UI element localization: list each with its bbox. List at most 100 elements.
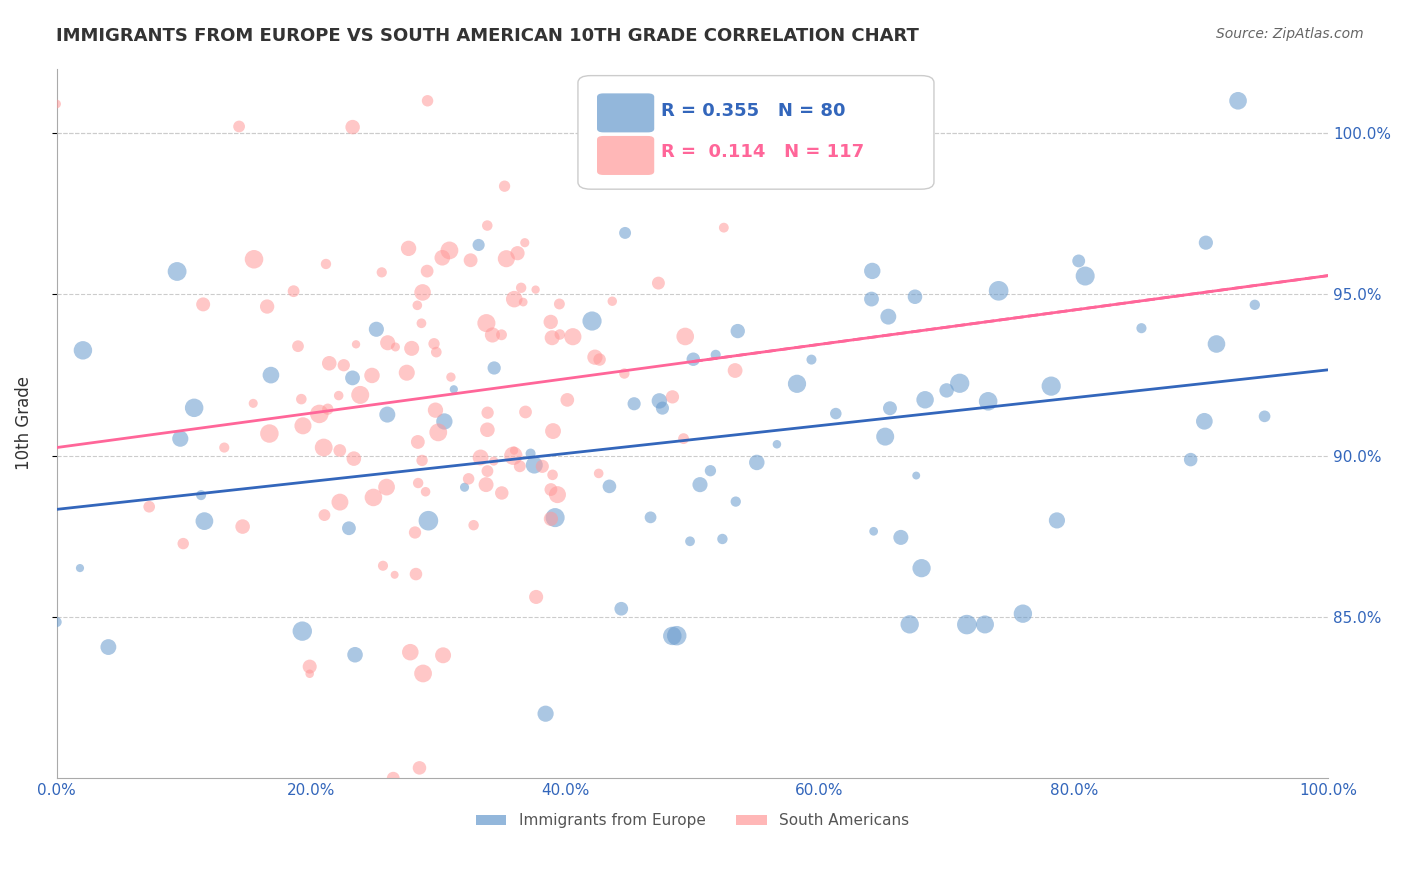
Immigrants from Europe [914, 392, 936, 407]
South Americans [243, 252, 266, 267]
Text: R = 0.355   N = 80: R = 0.355 N = 80 [661, 102, 845, 120]
Immigrants from Europe [877, 310, 900, 324]
South Americans [399, 645, 422, 659]
South Americans [312, 441, 335, 455]
South Americans [540, 315, 562, 329]
Immigrants from Europe [711, 532, 734, 546]
Immigrants from Europe [523, 458, 546, 472]
South Americans [405, 567, 427, 582]
South Americans [548, 297, 571, 311]
South Americans [283, 284, 305, 298]
South Americans [541, 467, 564, 482]
South Americans [432, 648, 454, 663]
South Americans [647, 276, 669, 290]
South Americans [439, 244, 461, 258]
Immigrants from Europe [875, 429, 897, 443]
South Americans [477, 406, 499, 420]
South Americans [412, 285, 434, 300]
Immigrants from Europe [648, 393, 671, 408]
Immigrants from Europe [661, 629, 683, 643]
South Americans [256, 300, 278, 314]
South Americans [491, 327, 513, 342]
South Americans [491, 486, 513, 500]
South Americans [316, 402, 339, 417]
South Americans [503, 443, 526, 458]
South Americans [415, 484, 437, 499]
South Americans [298, 659, 321, 673]
Immigrants from Europe [344, 648, 367, 662]
Immigrants from Europe [1040, 379, 1063, 393]
Immigrants from Europe [342, 371, 364, 385]
South Americans [540, 483, 562, 497]
South Americans [416, 94, 439, 108]
Immigrants from Europe [623, 397, 645, 411]
South Americans [287, 339, 309, 353]
Immigrants from Europe [1243, 298, 1265, 312]
Immigrants from Europe [1205, 337, 1227, 351]
Immigrants from Europe [166, 264, 188, 278]
Immigrants from Europe [1012, 607, 1035, 621]
Immigrants from Europe [433, 414, 456, 428]
South Americans [377, 335, 399, 350]
South Americans [318, 356, 340, 370]
South Americans [524, 590, 547, 604]
South Americans [361, 368, 384, 383]
Immigrants from Europe [766, 437, 789, 451]
South Americans [172, 536, 194, 550]
Immigrants from Europe [337, 521, 360, 535]
Immigrants from Europe [418, 514, 440, 528]
Immigrants from Europe [72, 343, 94, 358]
South Americans [503, 292, 526, 306]
South Americans [506, 246, 529, 260]
Immigrants from Europe [443, 382, 465, 396]
Immigrants from Europe [890, 530, 912, 544]
Immigrants from Europe [1180, 452, 1202, 467]
South Americans [524, 283, 547, 297]
South Americans [298, 666, 321, 681]
South Americans [457, 472, 479, 486]
Immigrants from Europe [956, 617, 979, 632]
South Americans [406, 298, 429, 312]
Immigrants from Europe [1046, 513, 1069, 527]
South Americans [425, 403, 447, 417]
Immigrants from Europe [1253, 409, 1275, 424]
Immigrants from Europe [1074, 268, 1097, 283]
South Americans [242, 396, 264, 410]
South Americans [600, 294, 623, 309]
South Americans [513, 235, 536, 250]
Immigrants from Europe [727, 324, 749, 338]
Immigrants from Europe [977, 394, 1000, 409]
South Americans [540, 512, 562, 526]
Immigrants from Europe [824, 407, 846, 421]
South Americans [375, 480, 398, 494]
Immigrants from Europe [786, 376, 808, 391]
South Americans [425, 345, 447, 359]
Immigrants from Europe [544, 510, 567, 524]
South Americans [477, 464, 499, 478]
Immigrants from Europe [898, 617, 921, 632]
Immigrants from Europe [949, 376, 972, 391]
Immigrants from Europe [534, 706, 557, 721]
South Americans [724, 363, 747, 377]
Immigrants from Europe [679, 534, 702, 549]
South Americans [371, 558, 394, 573]
Immigrants from Europe [467, 238, 489, 252]
Immigrants from Europe [682, 352, 704, 367]
Immigrants from Europe [879, 401, 901, 416]
South Americans [411, 453, 433, 467]
South Americans [45, 97, 67, 112]
South Americans [502, 449, 524, 463]
FancyBboxPatch shape [598, 94, 654, 132]
South Americans [314, 508, 336, 522]
South Americans [423, 336, 446, 351]
South Americans [259, 426, 281, 441]
Text: IMMIGRANTS FROM EUROPE VS SOUTH AMERICAN 10TH GRADE CORRELATION CHART: IMMIGRANTS FROM EUROPE VS SOUTH AMERICAN… [56, 27, 920, 45]
Immigrants from Europe [689, 477, 711, 491]
Immigrants from Europe [699, 464, 721, 478]
Immigrants from Europe [581, 314, 603, 328]
South Americans [613, 367, 636, 381]
Immigrants from Europe [598, 479, 620, 493]
South Americans [470, 450, 492, 465]
South Americans [512, 295, 534, 310]
Immigrants from Europe [704, 348, 727, 362]
